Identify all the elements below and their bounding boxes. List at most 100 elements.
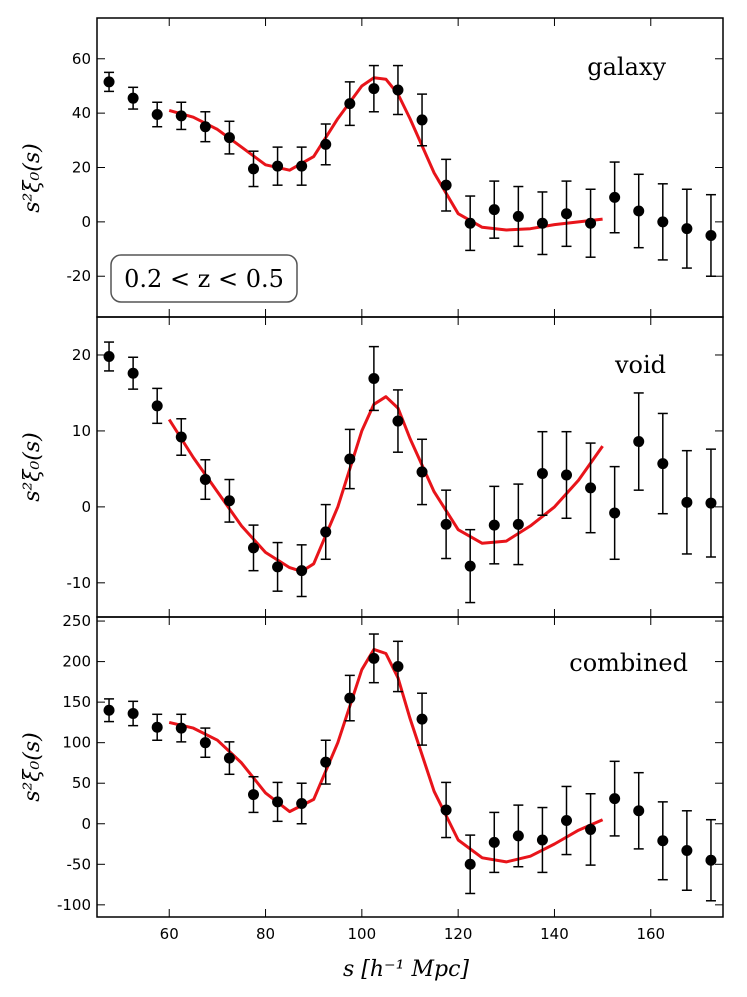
void-data-point — [392, 415, 404, 427]
void-data-point — [127, 367, 139, 379]
void-data-point — [296, 565, 308, 577]
combined-ytick-label: -100 — [57, 896, 91, 914]
combined-data-point — [416, 713, 428, 725]
combined-data-point — [464, 858, 476, 870]
combined-ytick-label: 250 — [62, 612, 91, 630]
combined-data-point — [633, 805, 645, 817]
combined-data-point — [609, 793, 621, 805]
combined-ytick-label: 150 — [62, 693, 91, 711]
redshift-annotation-box — [110, 254, 298, 303]
void-ytick-label: 10 — [72, 422, 91, 440]
combined-ytick-label: 200 — [62, 653, 91, 671]
redshift-annotation: 0.2 < z < 0.5 — [124, 265, 284, 293]
void-model-curve — [167, 395, 604, 573]
galaxy-label: galaxy — [587, 53, 666, 81]
combined-data-point — [248, 789, 259, 801]
void-ytick-label: 20 — [72, 346, 91, 364]
void-ytick-label: 0 — [81, 498, 91, 516]
combined-data-point — [657, 835, 669, 847]
void-data-point — [223, 495, 235, 507]
galaxy-data-point — [248, 163, 259, 175]
combined-data-point — [344, 692, 356, 704]
galaxy-data-point — [103, 76, 115, 88]
combined-data-point — [175, 722, 187, 734]
void-data-point — [320, 526, 332, 538]
galaxy-data-point — [657, 216, 669, 228]
combined-data-point — [223, 752, 235, 764]
combined-ytick-label: 100 — [62, 734, 91, 752]
combined-data-point — [368, 652, 380, 664]
galaxy-data-point — [536, 217, 548, 229]
void-data-point — [681, 496, 693, 508]
combined-data-point — [151, 721, 163, 733]
galaxy-ytick-label: 0 — [81, 213, 91, 231]
galaxy-data-point — [223, 132, 235, 144]
void-data-point — [199, 474, 211, 486]
galaxy-data-point — [416, 114, 428, 126]
combined-data-point — [585, 823, 597, 835]
x-tick-label: 100 — [348, 925, 377, 943]
galaxy-ytick-label: 60 — [72, 50, 91, 68]
x-tick-label: 120 — [444, 925, 473, 943]
galaxy-data-point — [272, 160, 284, 172]
void-data-point — [561, 469, 572, 481]
galaxy-model-curve — [168, 76, 603, 232]
galaxy-data-point — [199, 121, 211, 133]
galaxy-data-point — [512, 210, 524, 222]
combined-data-point — [561, 815, 572, 827]
void-data-point — [705, 497, 717, 509]
void-data-point — [657, 458, 669, 470]
void-data-point — [368, 373, 380, 385]
combined-data-point — [536, 834, 548, 846]
void-data-point — [175, 431, 187, 443]
combined-frame — [96, 616, 724, 918]
void-data-point — [633, 436, 645, 448]
combined-data-point — [103, 704, 115, 716]
combined-ytick-label: 50 — [72, 774, 91, 792]
combined-data-point — [440, 804, 452, 816]
combined-data-point — [512, 830, 524, 842]
void-data-point — [416, 466, 428, 478]
combined-data-point — [199, 737, 211, 749]
combined-data-point — [488, 836, 500, 848]
galaxy-data-point — [633, 205, 645, 217]
combined-data-point — [296, 797, 308, 809]
galaxy-data-point — [320, 138, 332, 150]
void-data-point — [151, 400, 163, 412]
galaxy-data-point — [705, 229, 717, 241]
galaxy-data-point — [127, 92, 139, 104]
combined-ytick-label: -50 — [67, 855, 92, 873]
galaxy-y-axis-label: s²ξ₀(s) — [20, 143, 45, 213]
void-panel: -10 0 10 20 — [67, 316, 724, 618]
x-tick-label: 140 — [540, 925, 569, 943]
x-axis-label: s [h⁻¹ Mpc] — [343, 957, 469, 982]
void-y-axis-label: s²ξ₀(s) — [20, 432, 45, 502]
galaxy-data-point — [392, 84, 404, 96]
combined-data-point — [705, 854, 717, 866]
galaxy-data-point — [585, 217, 597, 229]
galaxy-data-point — [464, 217, 476, 229]
galaxy-data-point — [561, 208, 572, 220]
galaxy-data-point — [440, 179, 452, 191]
combined-model-curve — [168, 647, 604, 864]
combined-y-axis-label: s²ξ₀(s) — [20, 732, 45, 802]
galaxy-data-point — [151, 108, 163, 120]
galaxy-ytick-label: -20 — [67, 267, 92, 285]
void-data-point — [488, 519, 500, 531]
void-data-point — [585, 482, 597, 494]
galaxy-data-point — [681, 223, 693, 235]
combined-label: combined — [569, 649, 688, 677]
galaxy-data-point — [344, 98, 356, 110]
void-data-point — [536, 467, 548, 479]
galaxy-data-point — [488, 204, 500, 216]
galaxy-ytick-label: 20 — [72, 159, 91, 177]
galaxy-data-point — [368, 83, 380, 95]
void-data-point — [248, 542, 259, 554]
void-label: void — [614, 351, 666, 379]
combined-data-point — [127, 707, 139, 719]
combined-data-point — [272, 796, 284, 808]
void-data-point — [512, 518, 524, 530]
galaxy-ytick-label: 40 — [72, 104, 91, 122]
x-tick-label: 60 — [160, 925, 179, 943]
